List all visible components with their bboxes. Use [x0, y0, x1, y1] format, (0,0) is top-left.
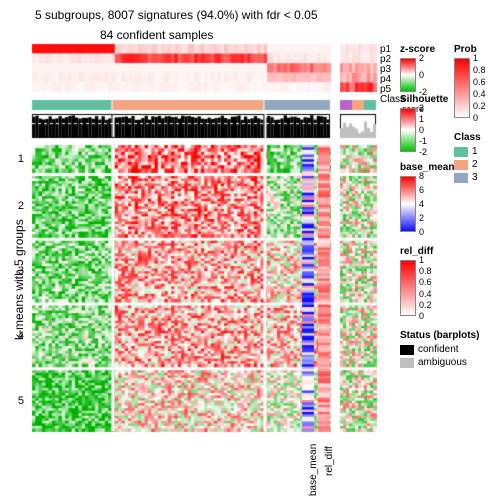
group-label: 3 — [12, 265, 24, 277]
legend-item: confident — [400, 344, 459, 355]
group-label: 2 — [12, 200, 24, 212]
legend-gradient — [400, 176, 416, 232]
legend-gradient — [400, 108, 416, 152]
legend-gradient — [400, 58, 416, 92]
group-label: 5 — [12, 395, 24, 407]
legend-title: z-score — [400, 44, 435, 55]
legend-item: 1 — [454, 146, 478, 157]
legend-gradient — [454, 58, 470, 118]
group-label: 4 — [12, 330, 24, 342]
column-label: rel_diff — [324, 446, 335, 476]
legend-title: base_mean — [400, 162, 454, 173]
column-label: base_mean — [308, 444, 319, 496]
legend-item: ambiguous — [400, 357, 467, 368]
legend-item: 3 — [454, 172, 478, 183]
legend-gradient — [400, 260, 416, 316]
legend-item: 2 — [454, 159, 478, 170]
group-label: 1 — [12, 153, 24, 165]
legend-title: rel_diff — [400, 246, 433, 257]
